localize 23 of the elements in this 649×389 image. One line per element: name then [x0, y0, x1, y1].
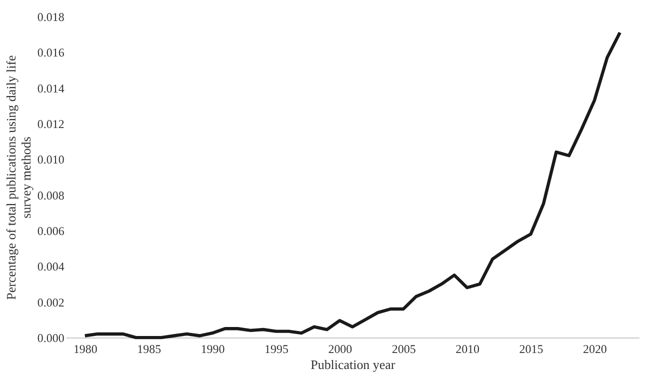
x-tick-label: 2015 — [519, 342, 544, 356]
y-tick-label: 0.002 — [37, 295, 64, 310]
x-tick-label: 2020 — [582, 342, 607, 356]
x-tick-label: 2005 — [392, 342, 416, 356]
text: Percentage of total publications using daily life — [3, 55, 18, 300]
x-axis-title: Publication year — [310, 356, 396, 372]
x-tick-label: 1980 — [73, 342, 98, 356]
x-tick-label: 2010 — [456, 342, 480, 356]
y-tick-label: 0.006 — [37, 224, 64, 238]
x-tick-label: 2000 — [328, 342, 352, 356]
text: survey methods — [18, 136, 34, 218]
y-tick-label: 0.018 — [37, 10, 64, 24]
y-tick-label: 0.008 — [37, 188, 64, 202]
y-tick-label: 0.000 — [37, 331, 64, 346]
y-tick-label: 0.016 — [37, 46, 64, 60]
x-tick-label: 1990 — [200, 342, 225, 356]
y-tick-label: 0.004 — [37, 260, 64, 274]
y-tick-label: 0.014 — [37, 81, 64, 96]
y-tick-label: 0.012 — [37, 117, 64, 132]
line-series — [83, 30, 622, 340]
x-tick-label: 1985 — [137, 342, 162, 356]
x-tick-label: 1995 — [264, 342, 288, 356]
y-tick-label: 0.010 — [37, 152, 64, 167]
